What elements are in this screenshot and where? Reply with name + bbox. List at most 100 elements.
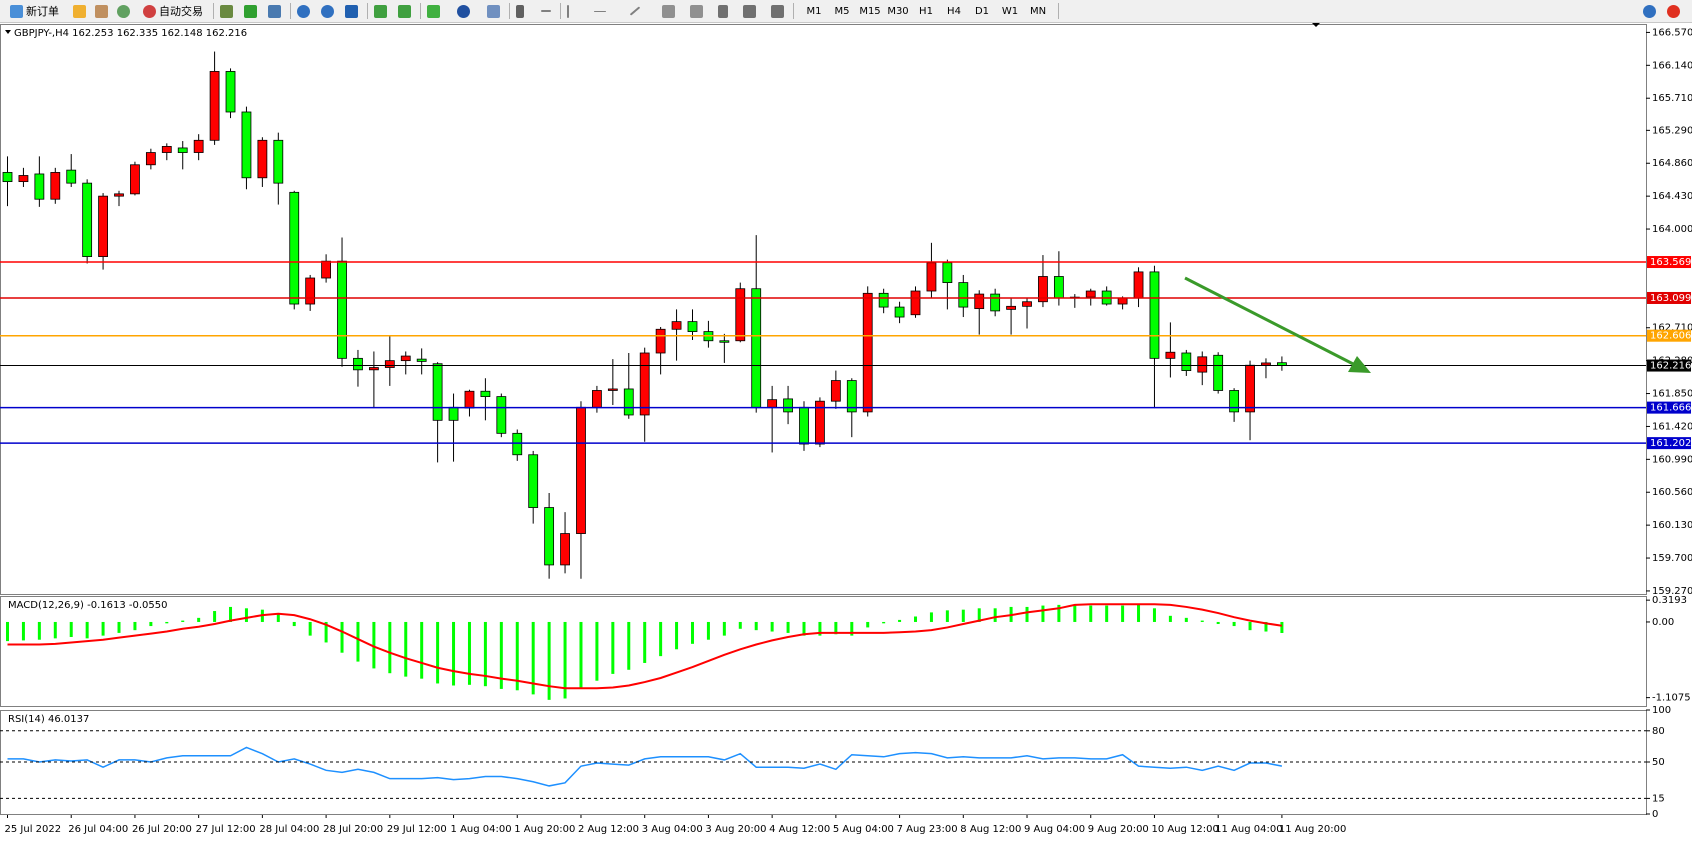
macd-bar <box>181 620 185 622</box>
macd-bar <box>786 621 790 633</box>
macd-bar <box>818 621 822 636</box>
x-tick-label: 11 Aug 04:00 <box>1215 824 1282 835</box>
shift-marker <box>1312 23 1320 27</box>
candle-body <box>894 306 905 318</box>
candle-body <box>18 175 29 183</box>
macd-bar <box>1264 621 1268 632</box>
x-tick-label: 3 Aug 04:00 <box>642 824 703 835</box>
y-tick-label: 165.710 <box>1652 93 1692 104</box>
candle-body <box>1038 276 1048 303</box>
icon[interactable] <box>690 4 703 18</box>
button-label: 自动交易 <box>159 5 203 18</box>
timeframe-button[interactable]: M5 <box>834 5 850 17</box>
icon[interactable] <box>487 4 500 18</box>
icon[interactable] <box>516 4 524 18</box>
macd-bar <box>404 621 408 677</box>
macd-bar <box>675 621 679 650</box>
y-tick-label: 164.000 <box>1652 224 1692 235</box>
icon[interactable] <box>541 10 551 12</box>
x-tick-label: 29 Jul 12:00 <box>387 824 447 835</box>
macd-bar <box>356 621 360 662</box>
timeframe-button[interactable]: H1 <box>919 5 933 17</box>
candle-body <box>910 290 921 316</box>
candle-body <box>862 292 873 413</box>
icon[interactable] <box>662 4 675 18</box>
icon[interactable] <box>73 4 86 18</box>
macd-bar <box>292 621 296 627</box>
macd-bar <box>961 609 965 622</box>
macd-bar <box>659 621 663 657</box>
icon[interactable] <box>95 4 108 18</box>
y-tick-label: 166.140 <box>1652 60 1692 71</box>
candle-body <box>990 293 1001 312</box>
y-tick-label: 161.420 <box>1652 421 1692 432</box>
panel-title: RSI(14) 46.0137 <box>8 714 89 725</box>
macd-bar <box>229 606 233 622</box>
icon[interactable] <box>594 10 606 12</box>
timeframe-button[interactable]: M15 <box>859 5 881 17</box>
plot-area <box>6 603 1284 700</box>
search-icon[interactable] <box>1643 4 1656 18</box>
auto-trading-button[interactable]: 自动交易 <box>139 2 207 20</box>
icon[interactable] <box>268 4 281 18</box>
level-label: 162.606 <box>1650 331 1691 342</box>
candle-body <box>145 152 156 166</box>
timeframe-button[interactable]: W1 <box>1001 5 1019 17</box>
candle-body <box>193 139 204 153</box>
separator <box>367 3 368 19</box>
icon[interactable] <box>244 4 257 18</box>
notification-icon[interactable] <box>1667 4 1680 18</box>
x-tick-label: 10 Aug 12:00 <box>1151 824 1218 835</box>
x-tick-label: 7 Aug 23:00 <box>897 824 958 835</box>
candle-body <box>974 293 985 310</box>
timeframe-button[interactable]: M1 <box>806 5 822 17</box>
icon[interactable] <box>220 4 233 18</box>
icon[interactable] <box>398 4 411 18</box>
icon[interactable] <box>771 4 784 18</box>
separator <box>793 3 794 19</box>
macd-bar <box>1025 606 1029 622</box>
level-label: 161.202 <box>1650 438 1691 449</box>
candle-body <box>1261 362 1271 366</box>
icon[interactable] <box>718 4 728 18</box>
icon[interactable] <box>117 4 130 18</box>
timeframe-button[interactable]: D1 <box>974 5 990 17</box>
timeframe-button[interactable]: H4 <box>947 5 961 17</box>
icon[interactable] <box>374 4 387 18</box>
x-tick-label: 2 Aug 12:00 <box>578 824 639 835</box>
icon[interactable] <box>427 4 440 18</box>
icon[interactable] <box>297 4 310 18</box>
candle-body <box>241 111 252 179</box>
y-tick-label: 0.3193 <box>1652 595 1687 606</box>
candle-body <box>512 432 523 456</box>
icon[interactable] <box>321 4 334 18</box>
y-tick-label: 160.990 <box>1652 454 1692 465</box>
macd-bar <box>372 621 376 669</box>
x-tick-label: 11 Aug 20:00 <box>1279 824 1346 835</box>
icon[interactable] <box>345 4 358 18</box>
macd-bar <box>977 608 981 622</box>
icon[interactable] <box>743 4 756 18</box>
icon[interactable] <box>567 4 569 18</box>
candle-body <box>161 146 172 153</box>
y-tick-label: 0.00 <box>1652 617 1674 628</box>
separator <box>290 3 291 19</box>
timeframe-button[interactable]: MN <box>1029 5 1047 17</box>
icon[interactable] <box>457 4 470 18</box>
y-tick-label: 159.270 <box>1652 586 1692 597</box>
macd-bar <box>914 616 918 622</box>
candle-body <box>1149 271 1160 359</box>
panel-frame <box>0 24 1647 595</box>
timeframe-button[interactable]: M30 <box>887 5 909 17</box>
candle-body <box>623 388 634 416</box>
candle-body <box>767 399 778 408</box>
candle-body <box>926 262 937 292</box>
candle-body <box>1165 351 1176 359</box>
macd-bar <box>420 621 424 679</box>
macd-bar <box>1041 605 1045 622</box>
macd-bar <box>388 621 392 674</box>
icon[interactable] <box>629 6 641 16</box>
macd-bar <box>1073 604 1077 622</box>
new-order-button[interactable]: 新订单 <box>6 2 63 20</box>
x-tick-label: 25 Jul 2022 <box>5 824 62 835</box>
